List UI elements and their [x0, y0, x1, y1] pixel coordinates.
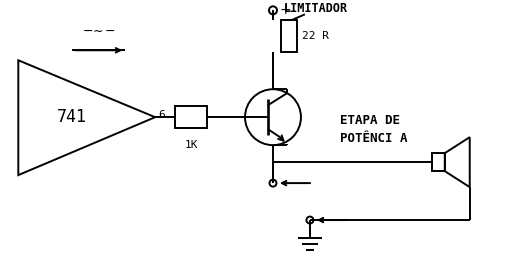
Text: 6: 6 — [158, 110, 165, 120]
Text: POTÊNCI A: POTÊNCI A — [340, 132, 407, 145]
Text: LIMITADOR: LIMITADOR — [284, 2, 348, 15]
Text: ETAPA DE: ETAPA DE — [340, 114, 400, 127]
Text: $-\!\sim\!\!-$: $-\!\sim\!\!-$ — [82, 24, 115, 37]
Bar — [281, 20, 297, 52]
Bar — [432, 153, 445, 171]
Text: 741: 741 — [57, 108, 87, 126]
Bar — [175, 106, 207, 128]
Text: 1K: 1K — [184, 140, 198, 150]
Text: +: + — [280, 3, 292, 17]
Text: 22 R: 22 R — [302, 31, 329, 41]
